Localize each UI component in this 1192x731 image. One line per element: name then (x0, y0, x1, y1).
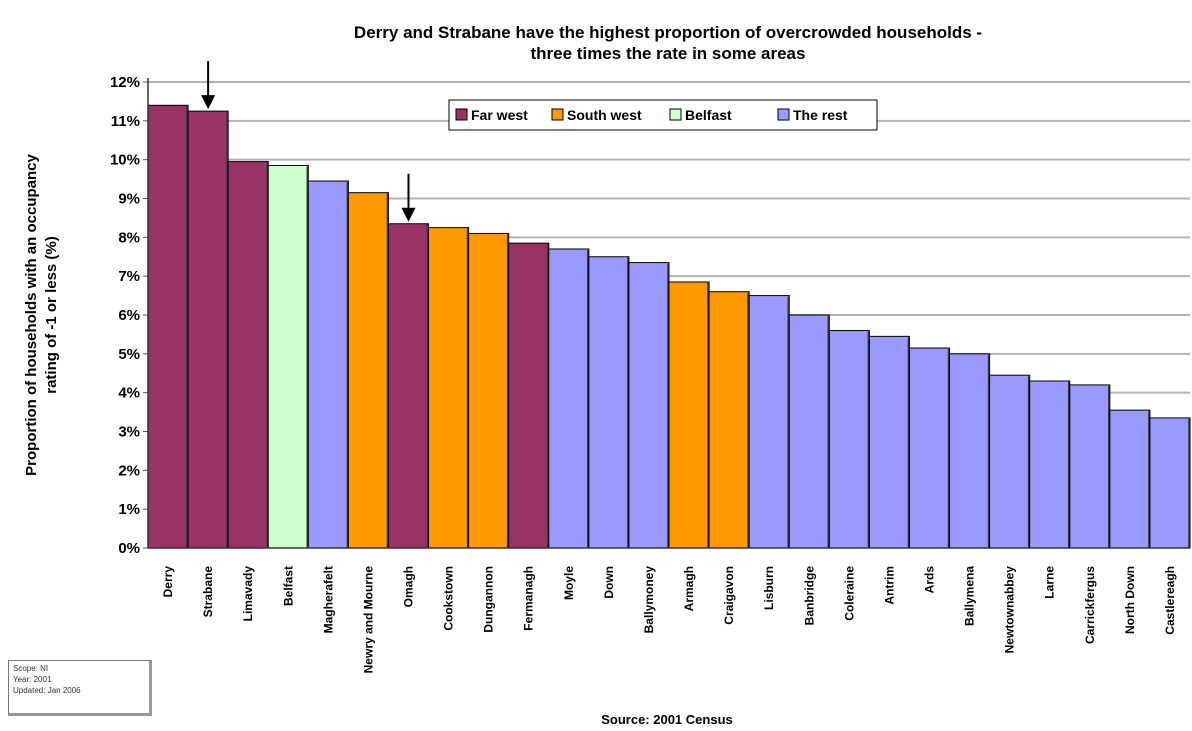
legend-swatch (551, 108, 564, 121)
y-tick-label: 0% (118, 540, 140, 557)
title-line: three times the rate in some areas (531, 44, 806, 63)
x-tick-label: Ards (923, 566, 937, 594)
bar (868, 335, 910, 549)
x-tick-label: North Down (1123, 566, 1137, 634)
metadata-box: Scope: NI Year: 2001 Updated: Jan 2006 (8, 660, 152, 716)
legend-label: Belfast (685, 107, 732, 123)
y-tick-label: 10% (110, 152, 140, 169)
x-tick-label: Derry (161, 566, 175, 598)
x-tick-label: Banbridge (802, 566, 816, 626)
bar (387, 223, 430, 549)
x-tick-label: Antrim (882, 566, 896, 605)
x-tick-label: Magherafelt (321, 566, 335, 633)
x-tick-label: Ballymoney (642, 566, 656, 634)
legend-swatch (777, 108, 790, 121)
chart-title: Derry and Strabane have the highest prop… (354, 23, 982, 63)
title-line: Derry and Strabane have the highest prop… (354, 23, 982, 42)
bar (1109, 409, 1151, 549)
legend-label: South west (567, 107, 642, 123)
x-tick-label: Lisburn (762, 566, 776, 610)
arrow-head (401, 207, 416, 222)
bar (1029, 380, 1071, 549)
x-tick-label: Down (602, 566, 616, 599)
bar (908, 347, 951, 549)
bar (628, 262, 670, 549)
y-tick-label: 4% (118, 385, 140, 402)
x-tick-label: Carrickfergus (1083, 566, 1097, 644)
y-tick-label: 1% (118, 501, 140, 518)
bar (508, 242, 550, 549)
bar (708, 291, 750, 549)
y-tick-label: 11% (111, 113, 140, 130)
bar (949, 353, 991, 549)
x-tick-label: Moyle (562, 566, 576, 600)
bar (588, 256, 630, 549)
y-tick-label: 7% (118, 268, 140, 285)
y-axis-ticks: 0% 1% 2% 3% 4% 5% 6% 7% 8% 9% 10% 11% 12% (110, 74, 148, 557)
legend-label: The rest (793, 107, 848, 123)
x-tick-label: Omagh (402, 566, 416, 607)
bar (788, 314, 830, 549)
y-tick-label: 3% (118, 424, 140, 441)
y-label-line: rating of -1 or less (%) (43, 236, 60, 394)
bar (989, 374, 1031, 549)
source-note: Source: 2001 Census (601, 712, 733, 727)
meta-line: Scope: NI (13, 664, 49, 673)
x-tick-label: Limavady (241, 566, 255, 622)
x-tick-label: Cookstown (442, 566, 456, 631)
meta-line: Updated: Jan 2006 (13, 686, 81, 695)
bar (1149, 417, 1191, 549)
bar (187, 110, 229, 549)
x-tick-label: Craigavon (722, 566, 736, 625)
bars (147, 104, 1191, 549)
y-tick-label: 8% (118, 229, 140, 246)
x-tick-label: Ballymena (963, 566, 977, 626)
bar (428, 227, 470, 549)
legend-swatch (455, 108, 468, 121)
y-axis-label: Proportion of households with an occupan… (23, 154, 60, 476)
x-tick-label: Strabane (201, 566, 215, 618)
bar (1069, 384, 1111, 549)
x-tick-label: Coleraine (842, 566, 856, 621)
bar (748, 295, 790, 549)
y-label-line: Proportion of households with an occupan… (23, 154, 40, 476)
y-tick-label: 5% (118, 346, 140, 363)
annotations (201, 61, 416, 222)
x-tick-label: Castlereagh (1163, 566, 1177, 635)
legend: Far west South west Belfast The rest (448, 99, 878, 131)
x-tick-label: Belfast (281, 566, 295, 606)
x-tick-label: Fermanagh (522, 566, 536, 631)
x-tick-label: Newtownabbey (1003, 566, 1017, 654)
bar (307, 180, 349, 549)
bar (227, 161, 269, 549)
x-tick-label: Dungannon (482, 566, 496, 633)
y-tick-label: 6% (118, 307, 140, 324)
bar (347, 192, 389, 549)
y-tick-label: 12% (110, 74, 140, 91)
arrow-head (201, 95, 216, 110)
legend-box (448, 99, 878, 131)
bar (548, 248, 590, 549)
bar (468, 232, 510, 549)
legend-swatch (669, 108, 682, 121)
x-axis-ticks: Derry Strabane Limavady Belfast Magherafelt N… (161, 566, 1177, 674)
bar (147, 104, 189, 549)
bar (267, 164, 309, 549)
x-tick-label: Newry and Mourne (361, 566, 375, 674)
bar (828, 330, 870, 549)
meta-line: Year: 2001 (13, 675, 52, 684)
y-tick-label: 9% (118, 191, 140, 208)
axes (147, 78, 1190, 549)
x-tick-label: Armagh (682, 566, 696, 611)
bar (668, 281, 710, 549)
x-tick-label: Larne (1043, 566, 1057, 599)
y-tick-label: 2% (118, 462, 140, 479)
legend-label: Far west (471, 107, 528, 123)
